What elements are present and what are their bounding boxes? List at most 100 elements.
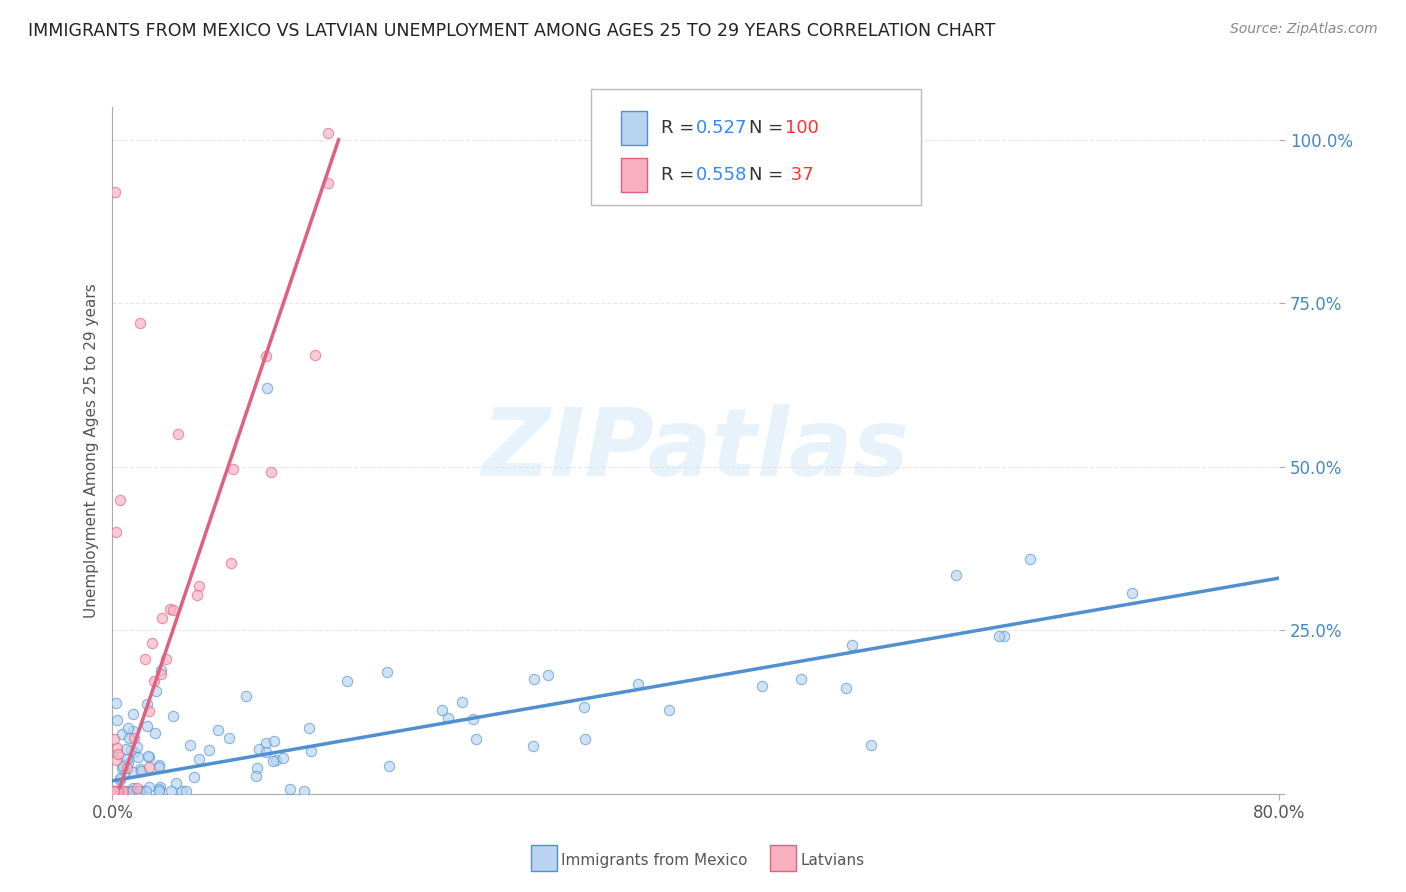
Point (207, 723, 229, 737)
Point (103, 731, 125, 746)
Point (254, 746, 277, 760)
Point (465, 732, 488, 747)
Point (117, 761, 139, 775)
Point (122, 731, 145, 745)
Point (262, 755, 284, 769)
Point (790, 672, 813, 686)
Point (187, 752, 209, 766)
Point (159, 783, 181, 797)
Point (463, 712, 485, 726)
Point (167, 427, 190, 442)
Text: IMMIGRANTS FROM MEXICO VS LATVIAN UNEMPLOYMENT AMONG AGES 25 TO 29 YEARS CORRELA: IMMIGRANTS FROM MEXICO VS LATVIAN UNEMPL… (28, 22, 995, 40)
Point (129, 762, 152, 776)
Point (103, 783, 125, 797)
Point (432, 702, 454, 716)
Point (987, 629, 1010, 643)
Point (103, 783, 125, 797)
Text: Source: ZipAtlas.com: Source: ZipAtlas.com (1230, 22, 1378, 37)
Point (859, 738, 882, 752)
Point (120, 783, 142, 797)
Point (537, 668, 560, 682)
Point (105, 714, 128, 728)
Text: 100: 100 (785, 119, 818, 136)
Point (658, 703, 681, 717)
Point (271, 751, 294, 765)
Point (186, 588, 208, 602)
Point (263, 733, 285, 747)
Point (134, 652, 156, 666)
Point (125, 783, 148, 797)
Point (292, 783, 315, 797)
Point (129, 783, 152, 797)
Point (188, 579, 211, 593)
Point (114, 765, 136, 780)
Y-axis label: Unemployment Among Ages 25 to 29 years: Unemployment Among Ages 25 to 29 years (83, 283, 98, 618)
Point (450, 695, 472, 709)
Point (135, 719, 157, 733)
Point (138, 780, 160, 795)
Point (141, 636, 163, 650)
Point (751, 679, 773, 693)
Point (117, 756, 139, 771)
Point (107, 783, 129, 797)
Point (135, 783, 157, 797)
Text: R =: R = (661, 119, 700, 136)
Point (111, 761, 134, 775)
Point (110, 492, 132, 507)
Point (125, 739, 148, 754)
Point (122, 745, 145, 759)
Point (378, 759, 401, 773)
Point (115, 742, 138, 756)
Point (136, 697, 159, 711)
Point (105, 783, 128, 797)
Point (115, 783, 138, 797)
Point (222, 462, 245, 476)
Point (299, 744, 322, 758)
Point (122, 780, 145, 795)
Point (128, 316, 150, 330)
Point (111, 759, 134, 773)
Point (835, 681, 858, 695)
Point (316, 177, 339, 191)
Point (218, 731, 240, 745)
Point (148, 760, 170, 774)
Point (165, 776, 187, 790)
Point (627, 676, 650, 690)
Point (127, 749, 149, 764)
Point (298, 721, 321, 735)
Point (103, 783, 125, 797)
Point (107, 747, 129, 761)
Point (574, 732, 596, 747)
Point (131, 783, 153, 797)
Point (993, 629, 1015, 643)
Point (148, 783, 170, 797)
Point (118, 731, 141, 745)
Point (111, 783, 134, 797)
Point (149, 780, 172, 794)
Point (125, 780, 148, 795)
Point (128, 783, 150, 797)
Point (1018, 552, 1040, 566)
Point (254, 349, 277, 363)
Point (523, 672, 546, 686)
Text: 0.527: 0.527 (696, 119, 748, 136)
Point (121, 783, 143, 797)
Point (105, 525, 128, 540)
Point (120, 742, 142, 756)
Point (219, 557, 242, 571)
Point (375, 665, 398, 679)
Point (129, 764, 152, 778)
Point (138, 760, 160, 774)
Point (104, 185, 127, 199)
Point (150, 663, 173, 677)
Point (304, 348, 326, 362)
Text: 37: 37 (785, 166, 813, 184)
Point (105, 696, 128, 710)
Point (143, 725, 166, 739)
Point (148, 758, 170, 772)
Point (152, 611, 174, 625)
Point (115, 751, 138, 765)
Point (183, 770, 205, 784)
Point (145, 684, 167, 698)
Point (170, 783, 193, 797)
